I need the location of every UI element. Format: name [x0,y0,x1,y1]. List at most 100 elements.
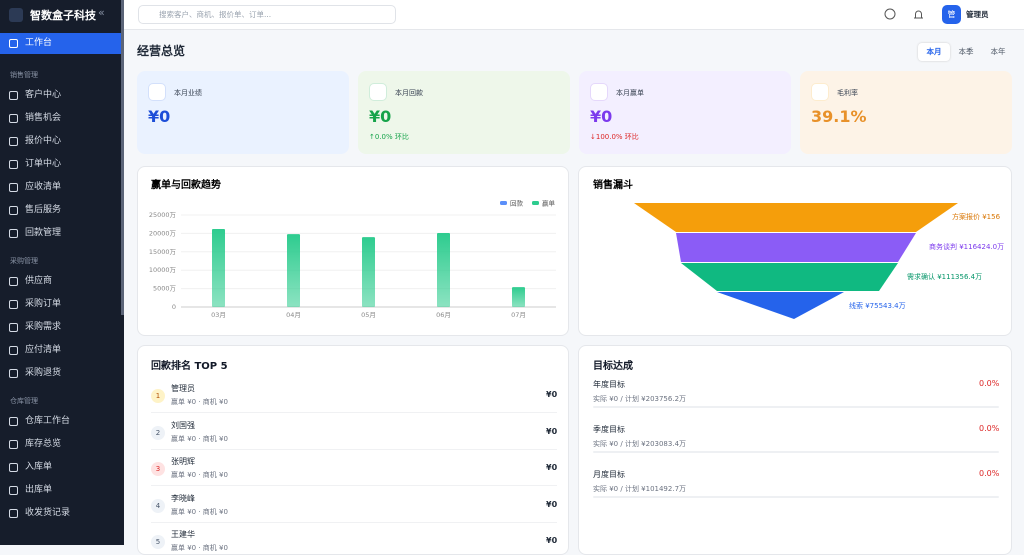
kpi-change: ↓100.0% 环比 [590,133,639,141]
y-tick-label: 20000万 [149,229,177,237]
nav-item[interactable]: 订单中心 [0,154,121,175]
funnel-stage [676,233,916,262]
kpi-label: 毛利率 [837,89,858,97]
icon [9,509,18,518]
icon [9,137,18,146]
kpi-icon [590,83,608,101]
rank-detail: 赢单 ¥0 · 商机 ¥0 [171,398,228,406]
divider [151,485,557,486]
rank-badge: 4 [151,498,165,513]
kpi-icon [811,83,829,101]
nav-item[interactable]: 采购订单 [0,294,121,315]
icon [9,323,18,332]
rank-name: 管理员 [171,384,195,393]
ranking-title: 回款排名 TOP 5 [151,361,228,372]
nav-item[interactable]: 仓库工作台 [0,411,121,432]
user-name[interactable]: 管理员 [966,10,989,19]
funnel-stage [681,263,898,291]
nav-item[interactable]: 工作台 [0,33,121,54]
kpi-card: 毛利率 39.1% [800,71,1012,154]
goal-detail: 实际 ¥0 / 计划 ¥101492.7万 [593,485,687,493]
icon [9,417,18,426]
rank-amount: ¥0 [546,426,558,436]
y-tick-label: 25000万 [149,211,177,219]
x-tick-label: 07月 [511,311,526,319]
rank-badge: 2 [151,425,165,440]
nav-item[interactable]: 采购退货 [0,363,121,384]
y-tick-label: 15000万 [149,248,177,256]
x-tick-label: 03月 [211,311,226,319]
bar [437,233,450,307]
kpi-change: ↑0.0% 环比 [369,133,409,141]
search-input[interactable]: 搜索客户、商机、报价单、订单... [138,5,396,24]
goal-percent: 0.0% [979,469,1000,478]
kpi-label: 本月赢单 [616,89,644,97]
rank-name: 刘国强 [171,420,195,430]
rank-name: 王建华 [171,530,195,539]
icon [9,91,18,100]
avatar[interactable]: 管 [942,5,961,24]
tab[interactable]: 本季 [958,47,974,56]
funnel-label: 方案报价 ¥156 [952,212,1001,221]
tab[interactable]: 本年 [990,47,1006,56]
bar [512,287,525,307]
rank-detail: 赢单 ¥0 · 商机 ¥0 [171,471,228,479]
kpi-value: ¥0 [590,107,613,126]
nav-item[interactable]: 售后服务 [0,200,121,221]
nav-item[interactable]: 销售机会 [0,108,121,129]
y-tick-label: 0 [172,303,176,311]
rank-badge: 5 [151,535,165,549]
ranking-panel: 回款排名 TOP 5 1 管理员 赢单 ¥0 · 商机 ¥0 ¥0 2 刘国强 赢单 ¥0 … [137,345,569,555]
bar [287,234,300,307]
icon [9,300,18,309]
goal-name: 季度目标 [593,425,625,434]
funnel-label: 线索 ¥75543.4万 [849,301,906,310]
goal-detail: 实际 ¥0 / 计划 ¥203756.2万 [593,395,687,403]
nav-item[interactable]: 采购需求 [0,317,121,338]
rank-badge: 3 [151,462,165,476]
topbar: 搜索客户、商机、报价单、订单... 管 管理员 [124,0,1024,30]
nav-item[interactable]: 库存总览 [0,434,121,455]
icon [9,369,18,378]
goal-progress [593,406,999,408]
icon [9,486,18,495]
nav-item[interactable]: 收发货记录 [0,503,121,524]
divider [151,412,557,413]
bell-icon[interactable] [912,8,926,22]
collapse-button[interactable]: « [98,6,105,19]
rank-detail: 赢单 ¥0 · 商机 ¥0 [171,434,228,443]
kpi-label: 本月回款 [395,89,423,97]
nav-item[interactable]: 客户中心 [0,85,121,106]
kpi-value: ¥0 [148,107,171,126]
nav-item[interactable]: 入库单 [0,457,121,478]
kpi-icon [148,83,166,101]
legend-label: 赢单 [542,199,556,208]
legend-label: 回款 [510,199,524,208]
y-tick-label: 5000万 [153,285,177,293]
theme-icon[interactable] [884,8,898,22]
rank-amount: ¥0 [546,390,558,399]
x-tick-label: 04月 [286,311,301,319]
funnel-stage [634,203,958,232]
nav-item[interactable]: 出库单 [0,480,121,501]
icon [9,277,18,286]
tab[interactable]: 本月 [918,43,950,61]
funnel-stage [717,292,844,319]
rank-name: 张明辉 [171,457,195,466]
goal-percent: 0.0% [979,379,1000,388]
nav-item[interactable]: 回款管理 [0,223,121,244]
nav-item[interactable]: 供应商 [0,271,121,292]
trend-panel: 赢单与回款趋势 0 5000万 10000万 15000万 20000万 25000万 03… [137,166,569,336]
chart-title: 赢单与回款趋势 [151,178,221,191]
icon [9,346,18,355]
goal-name: 月度目标 [593,470,625,479]
nav-item[interactable]: 应付清单 [0,340,121,361]
kpi-value: 39.1% [811,107,867,126]
nav-item[interactable]: 应收清单 [0,177,121,198]
legend-swatch [500,201,507,205]
page-title: 经营总览 [137,44,186,58]
kpi-card: 本月回款 ¥0 ↑0.0% 环比 [358,71,570,154]
nav-item[interactable]: 报价中心 [0,131,121,152]
